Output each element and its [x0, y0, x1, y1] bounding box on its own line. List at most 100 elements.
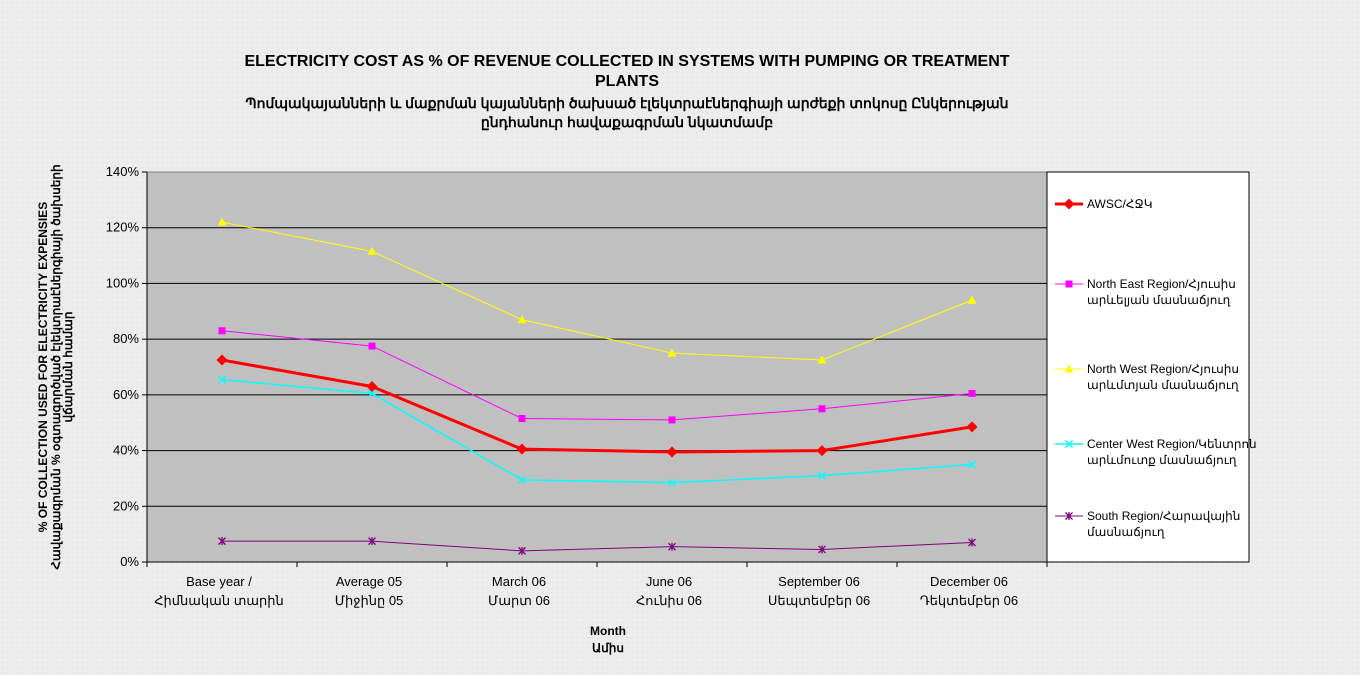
x-tick-label: Սեպտեմբեր 06: [768, 593, 870, 608]
marker-star: [518, 546, 526, 555]
data-point: [368, 342, 376, 350]
marker-x: [667, 478, 677, 487]
marker-diamond: [666, 446, 678, 458]
data-point: [217, 375, 227, 384]
x-axis-title-line-1: Month: [590, 624, 626, 638]
marker-square: [518, 415, 526, 423]
data-point: [217, 217, 227, 226]
series-1: [216, 354, 978, 458]
data-point: [366, 381, 378, 392]
series-line: [222, 540, 973, 552]
data-point: [818, 405, 826, 413]
data-point: [368, 537, 376, 546]
y-tick-label: 0%: [120, 554, 139, 569]
legend-label: արևելյան մասնաճյուղ: [1087, 293, 1231, 307]
series-line: [221, 221, 973, 361]
marker-square: [218, 327, 226, 335]
y-axis-title: % OF COLLECTION USED FOR ELECTRICITY EXP…: [36, 164, 75, 569]
legend-entry: AWSC/ՀՋԿ: [1055, 197, 1152, 211]
marker-diamond: [1063, 198, 1075, 210]
marker-diamond: [366, 381, 378, 392]
data-point: [518, 415, 526, 423]
data-point: [518, 546, 526, 555]
plot-area: [146, 171, 1049, 563]
series-line: [221, 358, 973, 454]
y-tick-label: 120%: [106, 220, 140, 235]
legend-entry: North East Region/Հյուսիս արևելյան մասնաճ…: [1055, 277, 1236, 307]
chart-title-line-1: ELECTRICITY COST AS % OF REVENUE COLLECT…: [244, 53, 1009, 70]
marker-square: [668, 416, 676, 424]
legend-label: North West Region/Հյուսիս: [1087, 362, 1239, 376]
legend-box: [1046, 171, 1250, 563]
x-tick-label: September 06: [778, 574, 860, 589]
marker-diamond: [516, 443, 528, 455]
data-point: [968, 389, 976, 397]
data-point: [517, 315, 527, 324]
data-point: [816, 445, 828, 457]
axes: [142, 171, 1048, 567]
y-axis-title-line-1: % OF COLLECTION USED FOR ELECTRICITY EXP…: [36, 202, 50, 532]
x-tick-label: March 06: [492, 574, 546, 589]
marker-star: [218, 537, 226, 546]
series-line: [221, 378, 973, 484]
legend-label: արևմտյան մասնաճյուղ: [1087, 378, 1239, 392]
marker-diamond: [216, 354, 228, 366]
x-tick-label: December 06: [930, 574, 1008, 589]
data-point: [966, 421, 978, 433]
chart-subtitle-line-2: ընդհանուր հավաքագրման նկատմամբ: [481, 114, 773, 131]
y-tick-label: 80%: [113, 331, 139, 346]
data-point: [967, 295, 977, 304]
data-point: [516, 443, 528, 455]
marker-star: [1065, 512, 1073, 520]
data-point: [517, 475, 527, 484]
marker-triangle: [517, 315, 527, 324]
legend-entry: South Region/Հարավային մասնաճյուղ: [1055, 509, 1240, 539]
legend-label: մասնաճյուղ: [1087, 525, 1165, 539]
data-point: [216, 354, 228, 366]
x-axis-title-line-2: Ամիս: [592, 641, 624, 655]
marker-star: [968, 538, 976, 547]
data-point: [817, 355, 827, 364]
x-tick-label: Հիմնական տարին: [154, 593, 283, 608]
data-point: [668, 416, 676, 424]
marker-triangle: [367, 246, 377, 255]
marker-diamond: [966, 421, 978, 433]
chart-subtitle-line-1: Պոմպակայանների և մաքրման կայանների ծախսա…: [245, 95, 1008, 112]
y-tick-label: 20%: [113, 498, 139, 513]
marker-x: [517, 475, 527, 484]
legend-label: Center West Region/Կենտրոն: [1087, 437, 1257, 451]
x-tick-label: Մարտ 06: [488, 593, 550, 608]
data-point: [817, 471, 827, 480]
marker-diamond: [816, 445, 828, 457]
x-tick-label: June 06: [646, 574, 692, 589]
data-point: [218, 537, 226, 546]
x-tick-label: Average 05: [336, 574, 402, 589]
series-3: [217, 217, 977, 364]
marker-x: [1064, 439, 1074, 449]
data-point: [967, 460, 977, 469]
marker-triangle: [1064, 364, 1074, 373]
marker-x: [367, 389, 377, 398]
marker-triangle: [967, 295, 977, 304]
marker-star: [368, 537, 376, 546]
data-point: [218, 327, 226, 335]
x-tick-label: Դեկտեմբեր 06: [920, 593, 1018, 608]
data-point: [666, 446, 678, 458]
marker-square: [368, 342, 376, 350]
marker-star: [668, 542, 676, 551]
y-axis-title-line-3: վճարման համար: [61, 312, 75, 423]
data-point: [667, 478, 677, 487]
x-tick-label: Հունիս 06: [636, 593, 702, 608]
marker-x: [967, 460, 977, 469]
tick-labels: 0% 20% 40% 60% 80% 100% 120% 140% Base year / Հիմ…: [106, 164, 1018, 608]
marker-square: [968, 389, 976, 397]
data-point: [668, 542, 676, 551]
series-5: [218, 537, 976, 555]
data-point: [968, 538, 976, 547]
series-2: [218, 327, 976, 424]
marker-triangle: [217, 217, 227, 226]
data-point: [818, 545, 826, 554]
series-line: [221, 330, 973, 421]
y-tick-label: 140%: [106, 164, 140, 179]
series-group: [216, 217, 978, 555]
